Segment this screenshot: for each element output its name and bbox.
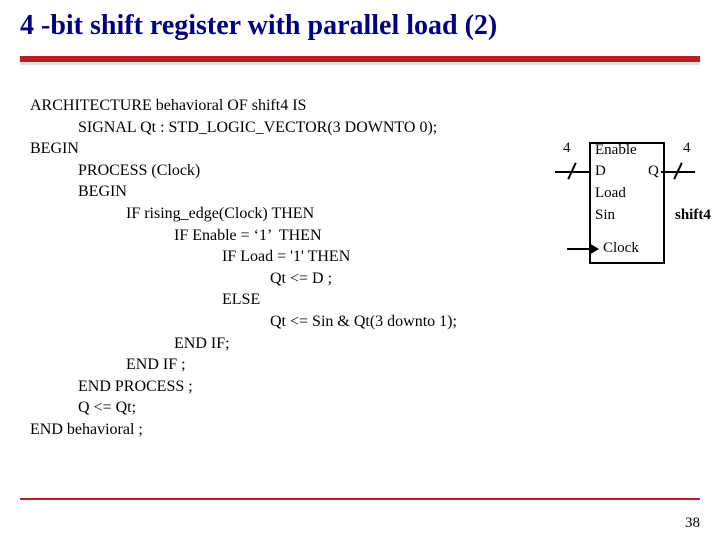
wire-clock-in	[567, 248, 589, 250]
title-text: 4 -bit shift register with parallel load…	[20, 10, 497, 41]
page-number: 38	[685, 515, 700, 532]
label-bus-left: 4	[563, 140, 571, 157]
label-sin: Sin	[595, 207, 615, 224]
label-q: Q	[648, 163, 659, 180]
label-load: Load	[595, 185, 626, 202]
title-underline	[20, 56, 700, 62]
clock-triangle-icon	[589, 243, 599, 255]
label-shift4: shift4	[675, 207, 711, 224]
label-clock: Clock	[603, 240, 639, 257]
label-d: D	[595, 163, 606, 180]
page-title: 4 -bit shift register with parallel load…	[20, 10, 497, 42]
footer-rule	[20, 498, 700, 500]
label-enable: Enable	[595, 142, 637, 159]
vhdl-code: ARCHITECTURE behavioral OF shift4 IS SIG…	[30, 95, 457, 441]
label-bus-right: 4	[683, 140, 691, 157]
